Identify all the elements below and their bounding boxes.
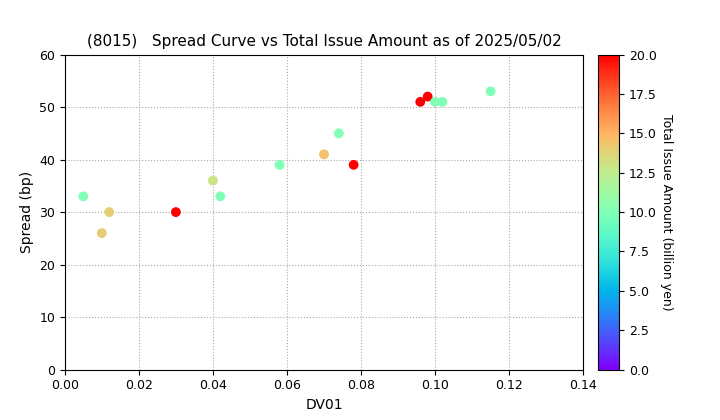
Point [348,161,359,168]
X-axis label: DV01: DV01 [305,398,343,412]
Point [96,230,107,236]
Point [215,193,226,199]
Point [429,98,441,105]
Point [415,98,426,105]
Point [78,193,89,199]
Point [422,93,433,100]
Y-axis label: Spread (bp): Spread (bp) [19,171,34,253]
Point [104,209,115,215]
Point [333,130,345,137]
Point [207,177,219,184]
Point [170,209,181,215]
Point [318,151,330,158]
Point [485,88,496,95]
Title: (8015)   Spread Curve vs Total Issue Amount as of 2025/05/02: (8015) Spread Curve vs Total Issue Amoun… [86,34,562,49]
Y-axis label: Total Issue Amount (billion yen): Total Issue Amount (billion yen) [660,114,673,310]
Point [274,161,285,168]
Point [437,98,449,105]
